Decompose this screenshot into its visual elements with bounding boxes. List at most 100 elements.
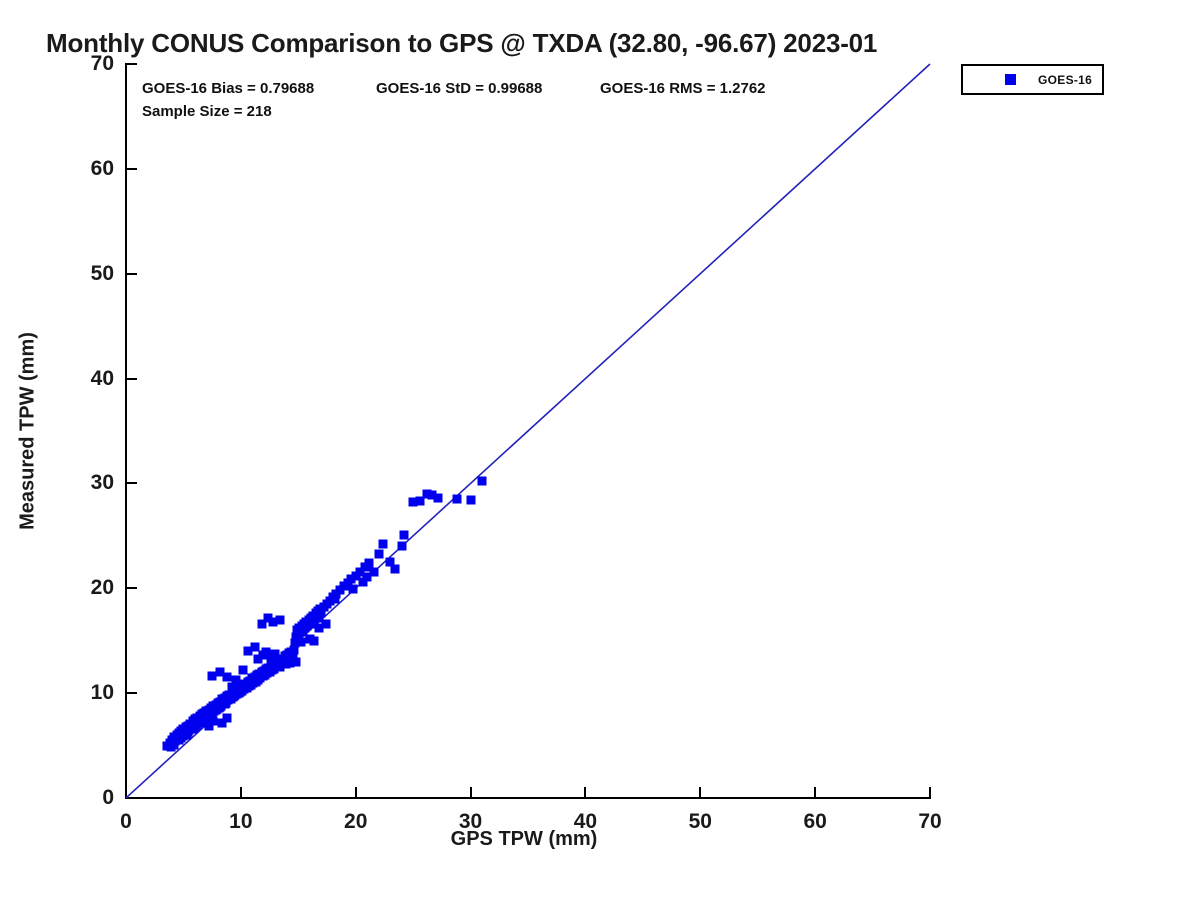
x-tick-70 [929, 787, 931, 798]
y-tick-70 [126, 63, 137, 65]
scatter-marker [253, 654, 263, 664]
y-axis-title: Measured TPW (mm) [16, 332, 39, 530]
scatter-marker [245, 678, 255, 688]
scatter-marker [351, 571, 361, 581]
legend[interactable]: GOES-16 [961, 64, 1104, 95]
x-axis-spine [125, 797, 930, 799]
y-tick-label-50: 50 [90, 261, 114, 285]
y-tick-40 [126, 377, 137, 380]
scatter-marker [275, 615, 285, 625]
scatter-marker [220, 699, 230, 709]
scatter-marker [288, 651, 298, 661]
scatter-marker [243, 646, 253, 656]
scatter-marker [261, 647, 271, 657]
y-axis-spine [125, 64, 127, 798]
scatter-marker [234, 688, 244, 698]
scatter-marker [207, 671, 217, 681]
y-tick-label-20: 20 [90, 576, 114, 600]
scatter-marker [415, 496, 425, 506]
scatter-marker [316, 608, 326, 618]
x-tick-50 [699, 787, 702, 798]
y-tick-60 [126, 167, 137, 170]
scatter-marker [208, 716, 218, 726]
scatter-marker [229, 691, 239, 701]
stat-bias: GOES-16 Bias = 0.79688 [142, 80, 315, 97]
scatter-marker [195, 718, 204, 727]
scatter-marker [268, 617, 278, 627]
scatter-marker [378, 539, 388, 549]
x-tick-label-70: 70 [918, 810, 942, 833]
scatter-marker [222, 713, 232, 723]
x-tick-label-50: 50 [688, 810, 712, 833]
scatter-marker [397, 541, 407, 551]
x-tick-20 [354, 787, 357, 798]
scatter-marker [477, 476, 487, 486]
legend-label-goes16: GOES-16 [1038, 72, 1093, 87]
x-tick-60 [814, 787, 817, 798]
scatter-marker [204, 721, 214, 731]
x-tick-10 [239, 787, 242, 798]
scatter-marker [227, 682, 237, 692]
scatter-marker [215, 667, 225, 677]
x-tick-label-60: 60 [803, 810, 827, 833]
y-tick-label-10: 10 [90, 681, 114, 705]
scatter-marker [427, 490, 437, 500]
scatter-marker [289, 645, 299, 655]
scatter-marker [169, 740, 179, 750]
scatter-marker [222, 672, 232, 682]
stat-std: GOES-16 StD = 0.99688 [376, 80, 543, 97]
scatter-marker [190, 722, 200, 732]
scatter-marker [346, 574, 356, 584]
scatter-marker [296, 637, 306, 647]
stat-rms: GOES-16 RMS = 1.2762 [600, 80, 766, 97]
scatter-marker [206, 709, 216, 719]
y-tick-30 [126, 482, 137, 485]
scatter-marker [358, 577, 368, 587]
scatter-marker [330, 594, 340, 604]
scatter-marker [266, 652, 276, 662]
scatter-marker [390, 564, 400, 574]
scatter-marker [369, 567, 379, 576]
scatter-marker [270, 649, 280, 659]
scatter-marker [466, 495, 476, 505]
plot-area: 0 10 20 30 40 50 60 70 0 10 20 30 40 50 60 70 [91, 52, 942, 833]
x-tick-label-40: 40 [573, 810, 598, 833]
scatter-marker [385, 557, 395, 567]
scatter-marker [348, 584, 358, 594]
scatter-marker [362, 572, 372, 582]
scatter-marker [399, 530, 409, 540]
x-tick-0 [125, 787, 127, 798]
y-tick-label-30: 30 [90, 471, 114, 495]
scatter-marker [364, 558, 374, 568]
scatter-marker [217, 718, 227, 727]
scatter-marker [305, 634, 315, 644]
scatter-marker [263, 613, 273, 623]
x-tick-30 [469, 787, 472, 798]
x-axis-title-label: GPS TPW (mm) [450, 828, 598, 850]
y-tick-10 [126, 692, 137, 695]
scatter-marker [176, 733, 186, 743]
scatter-marker [335, 585, 345, 595]
x-tick-40 [584, 787, 587, 798]
scatter-marker [360, 562, 370, 572]
scatter-marker [250, 642, 260, 652]
y-tick-label-60: 60 [90, 156, 114, 180]
plot-inner: 0 10 20 30 40 50 60 70 0 10 20 30 40 50 60 70 [91, 52, 942, 833]
y-tick-0 [126, 797, 137, 799]
scatter-marker [211, 705, 221, 715]
scatter-marker [321, 619, 331, 629]
scatter-marker [355, 567, 365, 576]
scatter-marker [238, 665, 248, 675]
scatter-marker [291, 657, 301, 667]
x-tick-label-30: 30 [458, 810, 483, 833]
scatter-marker [224, 694, 234, 704]
scatter-marker [314, 623, 324, 633]
scatter-marker [257, 619, 267, 629]
x-tick-label-0: 0 [120, 810, 132, 833]
x-tick-label-10: 10 [229, 810, 253, 833]
y-tick-50 [126, 272, 137, 275]
scatter-marker [215, 702, 225, 712]
scatter-marker [281, 659, 291, 669]
scatter-marker [422, 489, 432, 499]
